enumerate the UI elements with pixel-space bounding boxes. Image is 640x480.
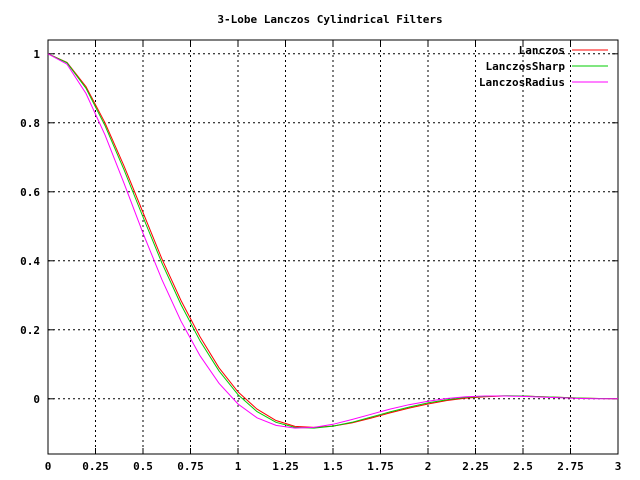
x-tick-label: 2.25 — [462, 460, 489, 473]
y-tick-label: 0.8 — [20, 117, 40, 130]
chart-title: 3-Lobe Lanczos Cylindrical Filters — [217, 13, 442, 26]
legend-label: LanczosRadius — [479, 76, 565, 89]
x-tick-label: 2 — [425, 460, 432, 473]
x-tick-label: 0.5 — [133, 460, 153, 473]
x-tick-label: 1.75 — [367, 460, 394, 473]
y-tick-label: 0 — [33, 393, 40, 406]
legend-label: LanczosSharp — [486, 60, 566, 73]
legend-label: Lanczos — [519, 44, 565, 57]
axis-ticks: 0 0.25 0.5 0.75 1 1.25 1.5 1.75 2 2.25 2.5 2.75 3 0 0.… — [20, 40, 621, 473]
x-tick-label: 1.25 — [272, 460, 299, 473]
x-tick-label: 1.5 — [323, 460, 343, 473]
x-tick-label: 1 — [235, 460, 242, 473]
x-tick-label: 2.5 — [513, 460, 533, 473]
series-lines — [47, 53, 619, 429]
series-line-lanczosradius — [47, 53, 618, 429]
legend: Lanczos LanczosSharp LanczosRadius — [479, 44, 608, 89]
grid — [48, 40, 618, 454]
y-tick-label: 0.4 — [20, 255, 40, 268]
y-tick-label: 1 — [33, 48, 40, 61]
y-tick-label: 0.2 — [20, 324, 40, 337]
x-tick-label: 2.75 — [557, 460, 584, 473]
y-tick-label: 0.6 — [20, 186, 40, 199]
x-tick-label: 0 — [45, 460, 52, 473]
x-tick-label: 0.75 — [177, 460, 204, 473]
x-tick-label: 3 — [615, 460, 622, 473]
x-tick-label: 0.25 — [82, 460, 109, 473]
